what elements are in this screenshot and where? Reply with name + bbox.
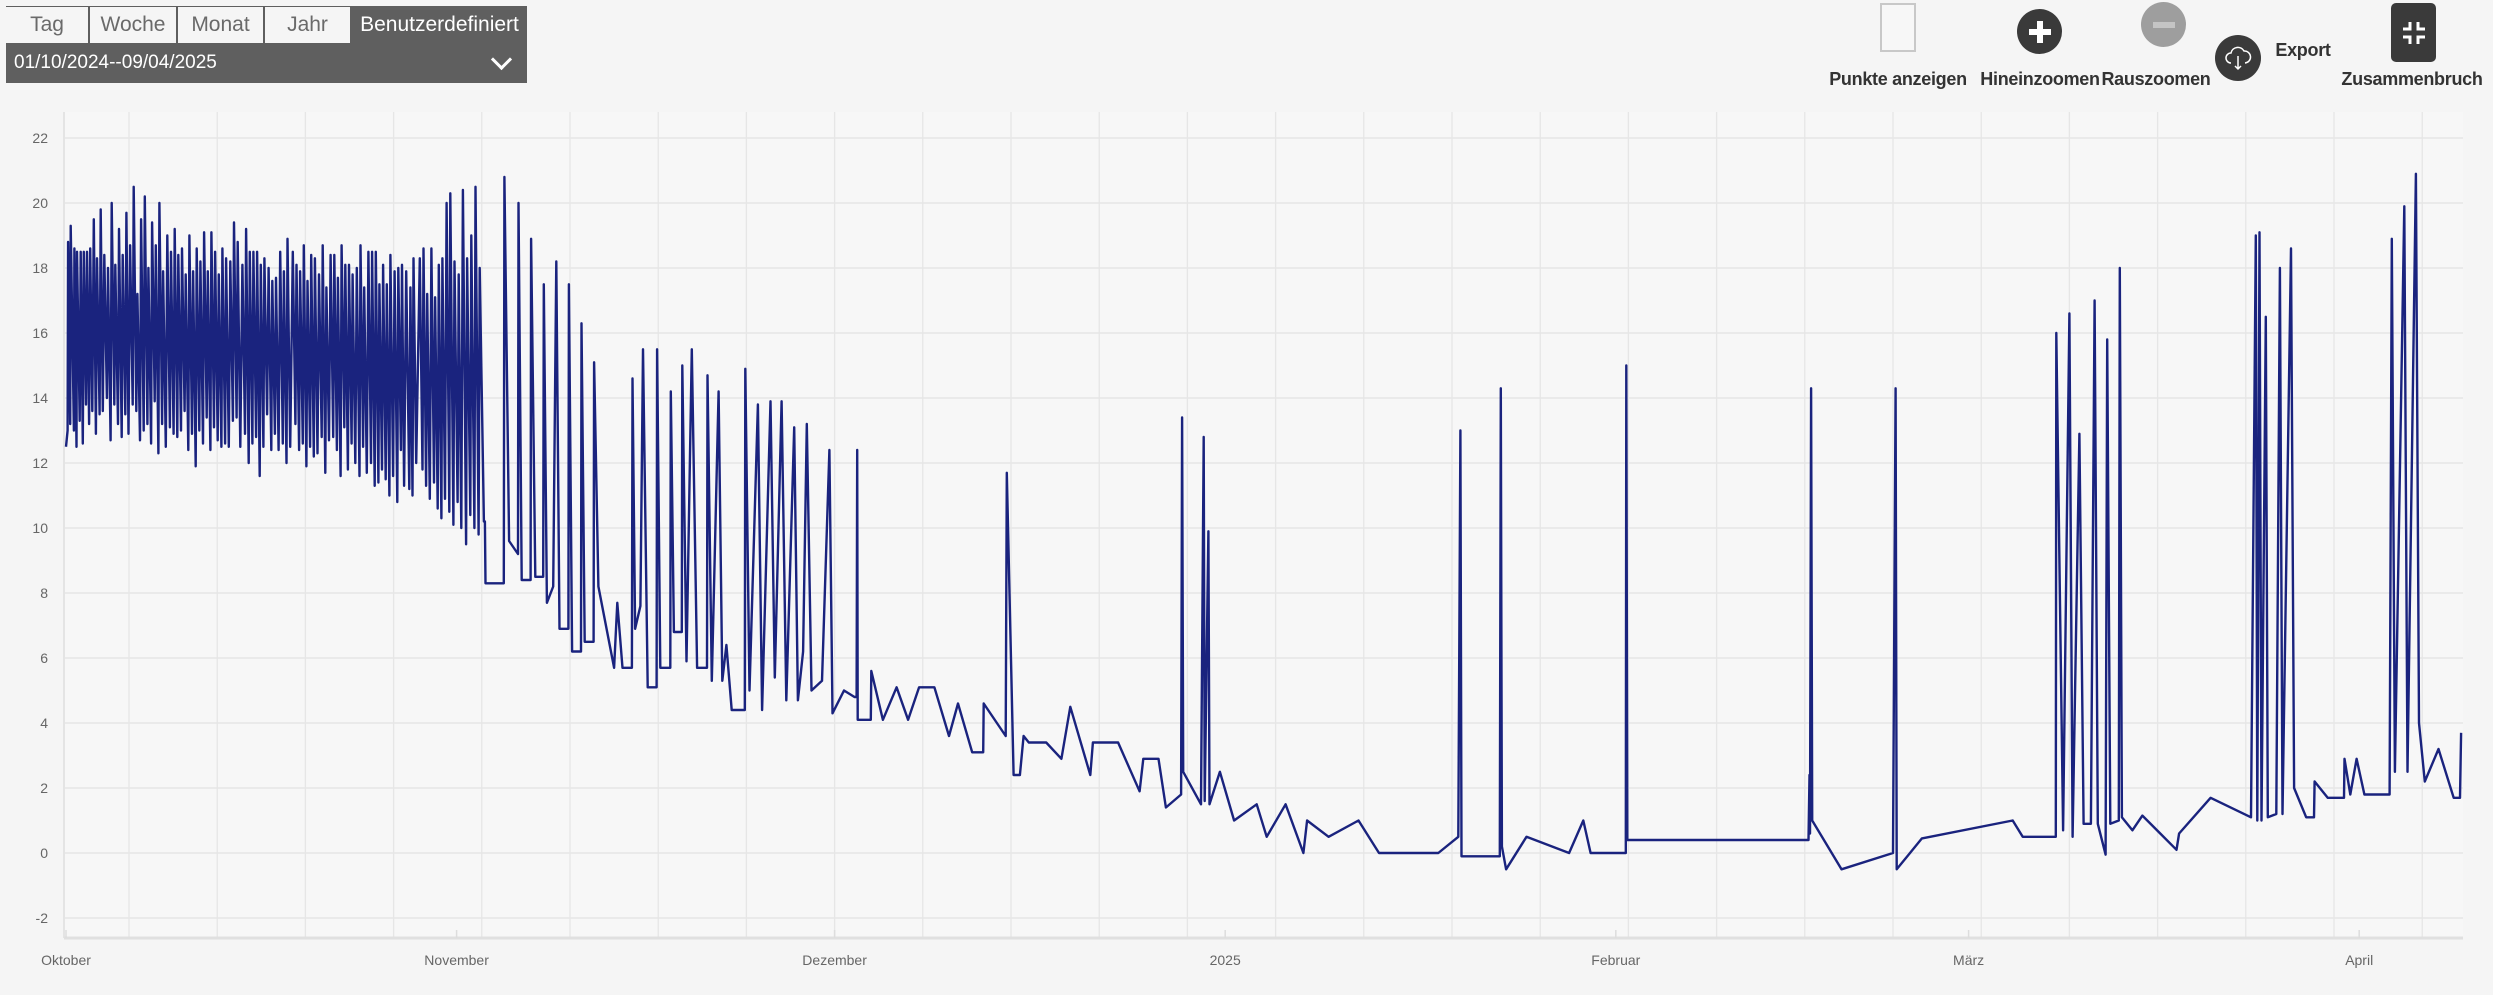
- y-axis: -2 0 2 4 6 8 10 12 14 16 18 20 22: [32, 112, 65, 938]
- y-tick-label: 2: [40, 780, 48, 796]
- date-range-value: 01/10/2024--09/04/2025: [14, 52, 217, 73]
- y-tick-label: 16: [32, 325, 48, 341]
- grid: [64, 112, 2463, 938]
- plot-area: [64, 112, 2463, 938]
- export-label[interactable]: Export: [2275, 40, 2331, 60]
- date-range-dropdown[interactable]: 01/10/2024--09/04/2025: [6, 43, 527, 83]
- x-tick-label: März: [1953, 952, 1984, 968]
- x-axis: Oktober November Dezember 2025 Februar März Ap…: [41, 930, 2463, 968]
- zoom-out-button[interactable]: [2141, 2, 2186, 47]
- x-tick-label: April: [2345, 952, 2373, 968]
- tab-monat[interactable]: Monat: [178, 6, 265, 43]
- cloud-download-icon: [2225, 46, 2252, 71]
- y-tick-label: 12: [32, 455, 48, 471]
- zoom-in-label: Hineinzoomen: [1980, 69, 2100, 89]
- y-tick-label: 22: [32, 130, 48, 146]
- show-points-label: Punkte anzeigen: [1829, 69, 1967, 89]
- range-tabs: Tag Woche Monat Jahr Benutzerdefiniert: [6, 6, 527, 43]
- tab-tag[interactable]: Tag: [6, 6, 90, 43]
- export-button[interactable]: [2215, 35, 2261, 81]
- y-tick-label: 14: [32, 390, 48, 406]
- y-tick-label: 0: [40, 845, 48, 861]
- y-tick-label: 20: [32, 195, 48, 211]
- tab-woche[interactable]: Woche: [90, 6, 178, 43]
- y-tick-label: 10: [32, 520, 48, 536]
- show-points-checkbox[interactable]: [1880, 3, 1916, 52]
- collapse-button[interactable]: [2391, 3, 2436, 62]
- x-tick-label: 2025: [1210, 952, 1241, 968]
- y-tick-label: 6: [40, 650, 48, 666]
- tab-jahr[interactable]: Jahr: [265, 6, 352, 43]
- x-tick-label: Februar: [1591, 952, 1640, 968]
- plus-icon: [2028, 20, 2051, 43]
- zoom-out-label: Rauszoomen: [2101, 69, 2211, 89]
- x-tick-label: November: [424, 952, 489, 968]
- chevron-down-icon: [490, 48, 513, 70]
- collapse-icon: [2402, 21, 2425, 44]
- y-tick-label: 8: [40, 585, 48, 601]
- y-tick-label: 18: [32, 260, 48, 276]
- series-line: [64, 172, 2463, 871]
- tab-benutzerdefiniert[interactable]: Benutzerdefiniert: [352, 6, 527, 43]
- zoom-in-button[interactable]: [2017, 9, 2062, 54]
- x-tick-label: Oktober: [41, 952, 91, 968]
- x-tick-label: Dezember: [802, 952, 867, 968]
- collapse-label: Zusammenbruch: [2341, 69, 2483, 89]
- y-tick-label: -2: [36, 910, 49, 926]
- minus-icon: [2152, 21, 2175, 28]
- range-selector: Tag Woche Monat Jahr Benutzerdefiniert 0…: [6, 6, 527, 83]
- y-tick-label: 4: [40, 715, 48, 731]
